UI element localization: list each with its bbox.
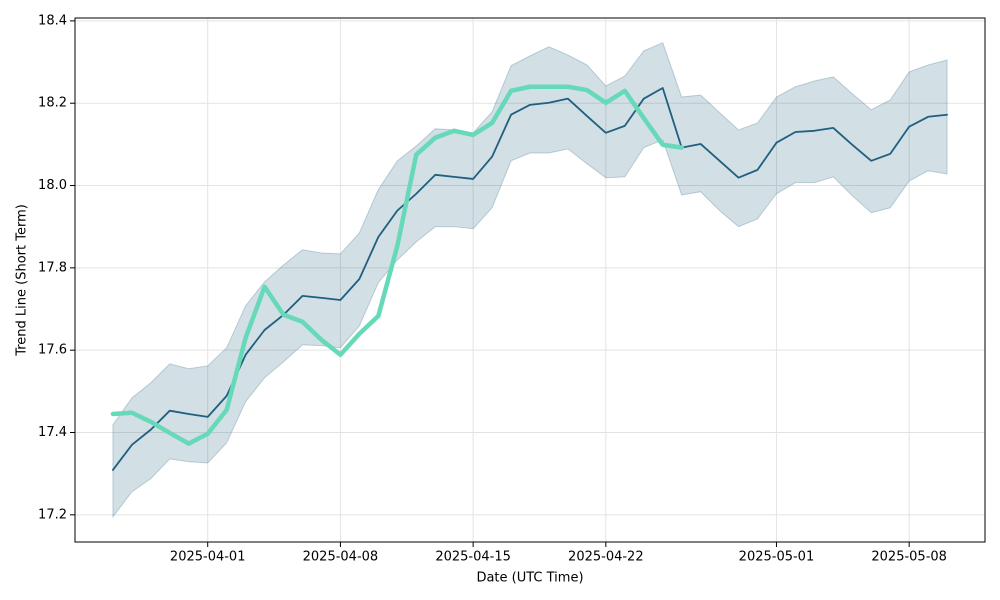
x-tick-label: 2025-04-22 xyxy=(568,550,644,565)
x-tick-label: 2025-05-08 xyxy=(871,550,947,565)
y-axis-label: Trend Line (Short Term) xyxy=(15,204,30,357)
line xyxy=(112,87,948,471)
x-axis-label: Date (UTC Time) xyxy=(476,571,583,586)
x-tick-label: 2025-04-01 xyxy=(170,550,246,565)
plot-frame xyxy=(74,17,986,543)
y-tick-label: 18.4 xyxy=(38,13,67,28)
y-tick-label: 18.2 xyxy=(38,96,67,111)
y-tick-label: 17.8 xyxy=(38,260,67,275)
x-tick-label: 2025-04-08 xyxy=(303,550,379,565)
x-tick-label: 2025-05-01 xyxy=(739,550,815,565)
y-tick-label: 17.4 xyxy=(38,425,67,440)
confidence-band xyxy=(112,42,948,519)
line xyxy=(110,84,684,446)
y-tick-label: 17.6 xyxy=(38,343,67,358)
y-tick-label: 18.0 xyxy=(38,178,67,193)
y-tick-label: 17.2 xyxy=(38,507,67,522)
x-tick-label: 2025-04-15 xyxy=(435,550,511,565)
